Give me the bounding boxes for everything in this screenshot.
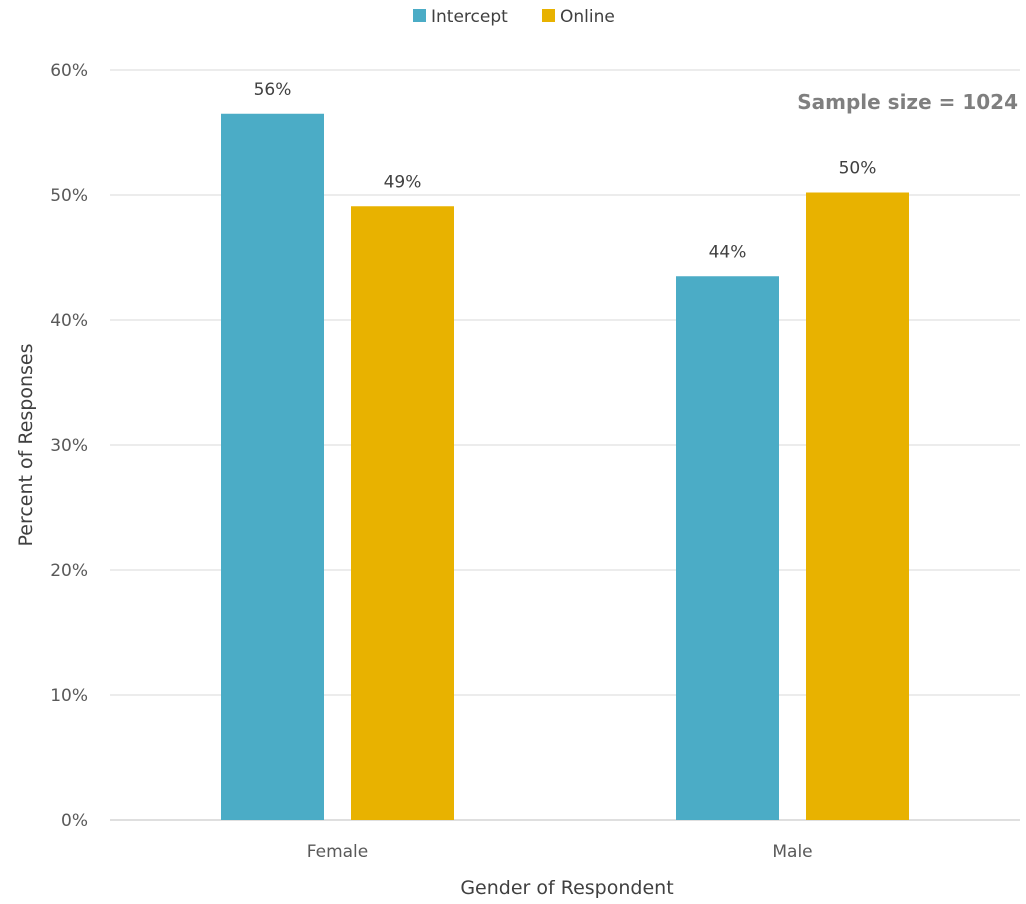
legend-label-online: Online: [560, 7, 615, 27]
legend: Intercept Online: [413, 7, 615, 27]
y-tick-label: 30%: [50, 436, 88, 456]
y-tick-label: 10%: [50, 686, 88, 706]
y-tick-label: 0%: [61, 811, 88, 831]
x-axis-title: Gender of Respondent: [460, 877, 673, 899]
bar-online-male: [806, 192, 909, 820]
bar-intercept-male: [676, 276, 779, 820]
data-labels: 56% 49% 44% 50%: [254, 80, 877, 263]
y-tick-label: 50%: [50, 186, 88, 206]
legend-swatch-intercept: [413, 9, 426, 22]
legend-swatch-online: [542, 9, 555, 22]
y-tick-label: 60%: [50, 61, 88, 81]
y-tick-label: 40%: [50, 311, 88, 331]
bar-online-female: [351, 206, 454, 820]
axis-ticks: 0% 10% 20% 30% 40% 50% 60% Female Male: [50, 61, 812, 862]
x-tick-label: Female: [307, 842, 368, 862]
bars: [221, 113, 909, 820]
data-label: 44%: [709, 242, 747, 262]
x-tick-label: Male: [772, 842, 812, 862]
sample-size-annotation: Sample size = 1024: [797, 90, 1018, 114]
y-axis-title: Percent of Responses: [15, 343, 37, 546]
y-tick-label: 20%: [50, 561, 88, 581]
data-label: 49%: [384, 172, 422, 192]
legend-label-intercept: Intercept: [431, 7, 508, 27]
bar-intercept-female: [221, 113, 324, 820]
data-label: 56%: [254, 80, 292, 100]
data-label: 50%: [839, 159, 877, 179]
